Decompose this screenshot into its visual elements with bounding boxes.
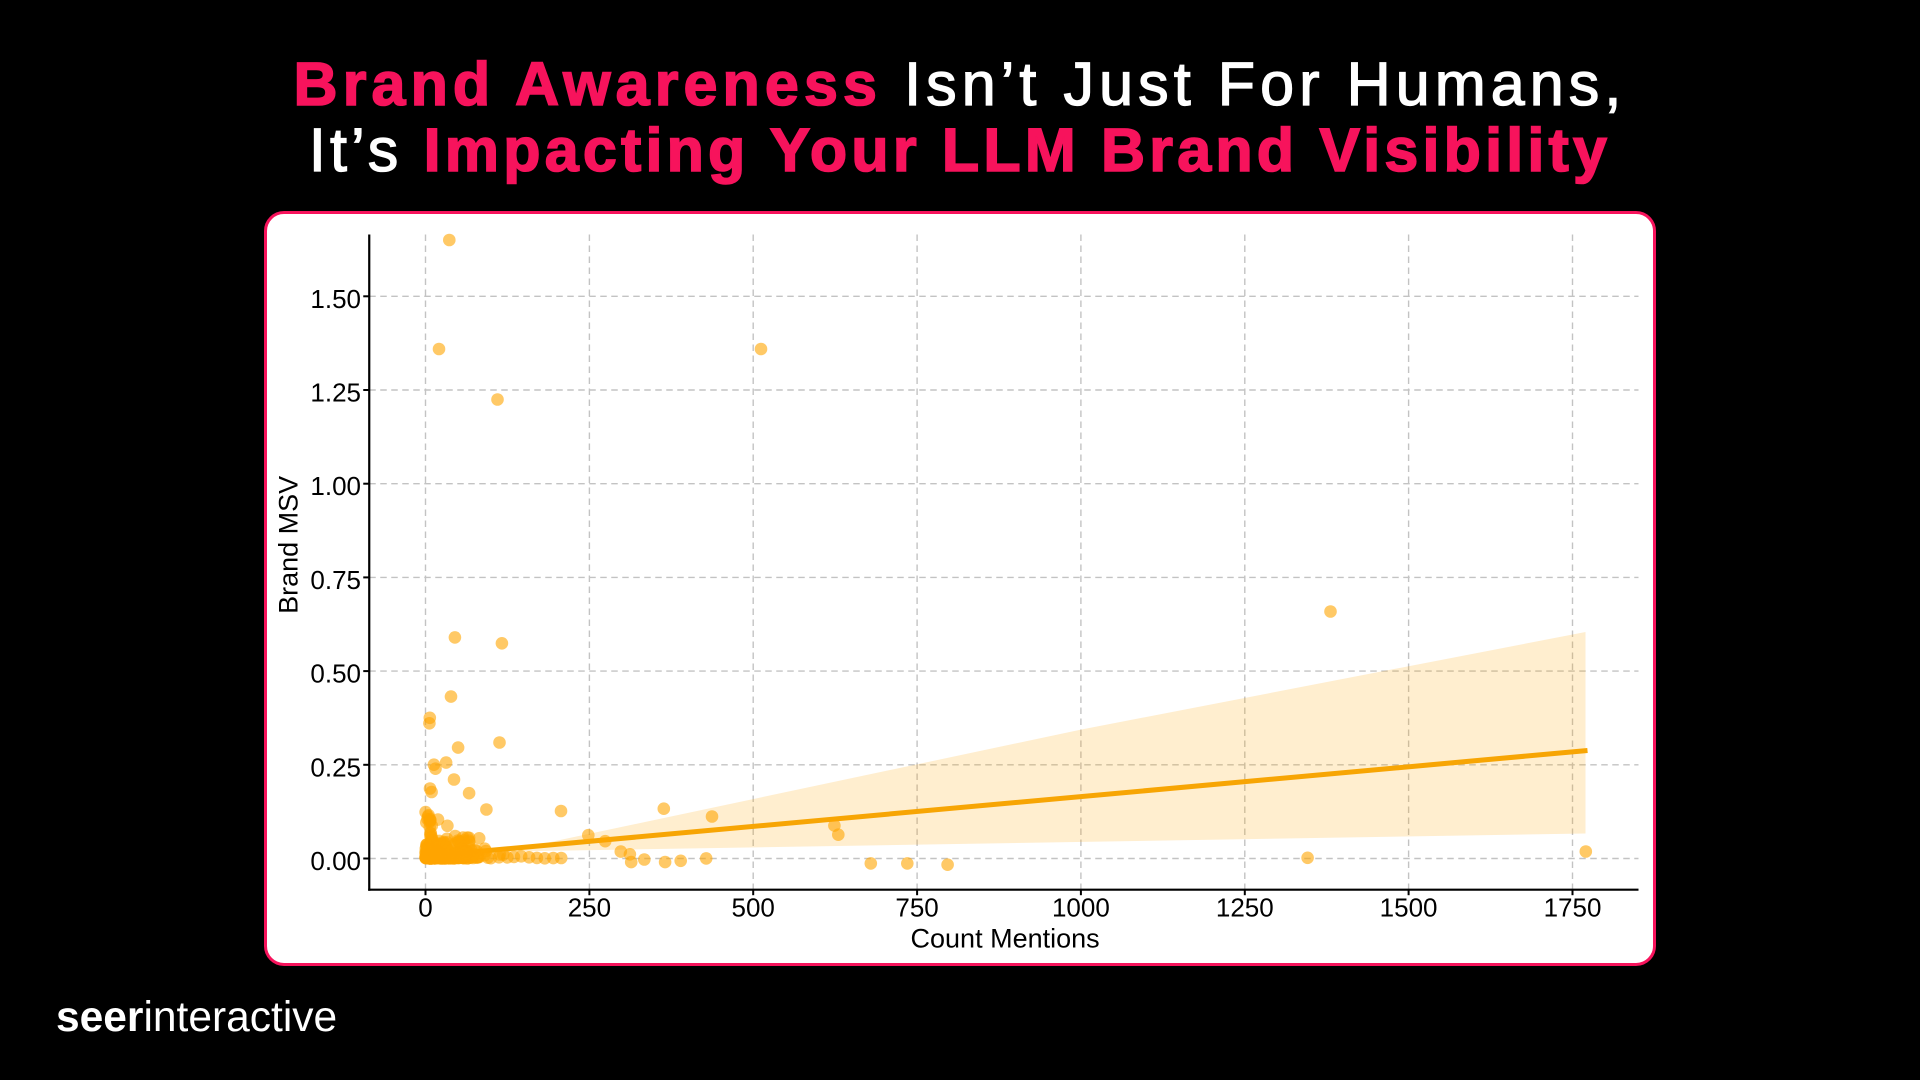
svg-text:0.00: 0.00 xyxy=(310,846,361,876)
svg-text:0: 0 xyxy=(418,892,432,922)
svg-text:250: 250 xyxy=(567,892,610,922)
svg-text:1.25: 1.25 xyxy=(310,377,361,407)
svg-text:1.00: 1.00 xyxy=(310,471,361,501)
svg-text:Count Mentions: Count Mentions xyxy=(910,923,1099,953)
svg-text:1000: 1000 xyxy=(1051,892,1109,922)
svg-text:0.50: 0.50 xyxy=(310,658,361,688)
svg-text:750: 750 xyxy=(895,892,938,922)
svg-text:1250: 1250 xyxy=(1215,892,1273,922)
svg-text:0.75: 0.75 xyxy=(310,564,361,594)
svg-text:1750: 1750 xyxy=(1543,892,1601,922)
svg-text:Brand MSV: Brand MSV xyxy=(273,475,303,613)
svg-text:1500: 1500 xyxy=(1379,892,1437,922)
svg-text:0.25: 0.25 xyxy=(310,752,361,782)
svg-text:500: 500 xyxy=(731,892,774,922)
svg-text:1.50: 1.50 xyxy=(310,283,361,313)
